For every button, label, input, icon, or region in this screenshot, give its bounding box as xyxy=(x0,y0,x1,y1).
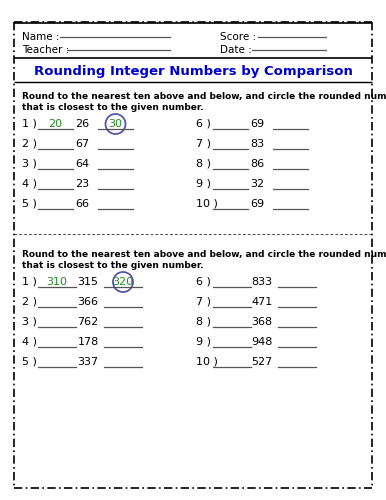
Text: 69: 69 xyxy=(250,119,264,129)
Text: 1 ): 1 ) xyxy=(22,119,37,129)
Text: 23: 23 xyxy=(75,179,89,189)
Text: 7 ): 7 ) xyxy=(196,297,211,307)
Text: Round to the nearest ten above and below, and circle the rounded number: Round to the nearest ten above and below… xyxy=(22,250,386,258)
Text: 762: 762 xyxy=(77,317,99,327)
Text: that is closest to the given number.: that is closest to the given number. xyxy=(22,260,203,270)
Text: 3 ): 3 ) xyxy=(22,317,37,327)
Text: 5 ): 5 ) xyxy=(22,357,37,367)
Text: 64: 64 xyxy=(75,159,89,169)
Text: 320: 320 xyxy=(112,277,134,287)
Text: 368: 368 xyxy=(251,317,273,327)
Text: 2 ): 2 ) xyxy=(22,297,37,307)
Text: 67: 67 xyxy=(75,139,89,149)
Text: 337: 337 xyxy=(78,357,98,367)
Text: Teacher :: Teacher : xyxy=(22,45,69,55)
Text: 178: 178 xyxy=(77,337,99,347)
Text: Score :: Score : xyxy=(220,32,256,42)
Text: 8 ): 8 ) xyxy=(196,159,211,169)
Text: 69: 69 xyxy=(250,199,264,209)
Text: 4 ): 4 ) xyxy=(22,179,37,189)
Text: 6 ): 6 ) xyxy=(196,119,211,129)
Text: 833: 833 xyxy=(251,277,273,287)
Text: 471: 471 xyxy=(251,297,273,307)
Text: 20: 20 xyxy=(48,119,63,129)
Text: 30: 30 xyxy=(108,119,122,129)
Text: 3 ): 3 ) xyxy=(22,159,37,169)
Text: 66: 66 xyxy=(75,199,89,209)
Text: Date :: Date : xyxy=(220,45,252,55)
Text: 26: 26 xyxy=(75,119,89,129)
Text: 10 ): 10 ) xyxy=(196,199,218,209)
Text: 32: 32 xyxy=(250,179,264,189)
Text: 1 ): 1 ) xyxy=(22,277,37,287)
Text: 315: 315 xyxy=(78,277,98,287)
Text: 5 ): 5 ) xyxy=(22,199,37,209)
Text: 83: 83 xyxy=(250,139,264,149)
Text: that is closest to the given number.: that is closest to the given number. xyxy=(22,102,203,112)
Text: 9 ): 9 ) xyxy=(196,337,211,347)
Text: 10 ): 10 ) xyxy=(196,357,218,367)
Text: 366: 366 xyxy=(78,297,98,307)
Text: 4 ): 4 ) xyxy=(22,337,37,347)
Text: 527: 527 xyxy=(251,357,273,367)
Text: Round to the nearest ten above and below, and circle the rounded number: Round to the nearest ten above and below… xyxy=(22,92,386,100)
Text: 6 ): 6 ) xyxy=(196,277,211,287)
Text: 9 ): 9 ) xyxy=(196,179,211,189)
Text: 8 ): 8 ) xyxy=(196,317,211,327)
Text: 310: 310 xyxy=(46,277,68,287)
Text: 2 ): 2 ) xyxy=(22,139,37,149)
Text: Rounding Integer Numbers by Comparison: Rounding Integer Numbers by Comparison xyxy=(34,66,352,78)
Text: 948: 948 xyxy=(251,337,273,347)
Text: 86: 86 xyxy=(250,159,264,169)
Text: 7 ): 7 ) xyxy=(196,139,211,149)
Text: Name :: Name : xyxy=(22,32,59,42)
